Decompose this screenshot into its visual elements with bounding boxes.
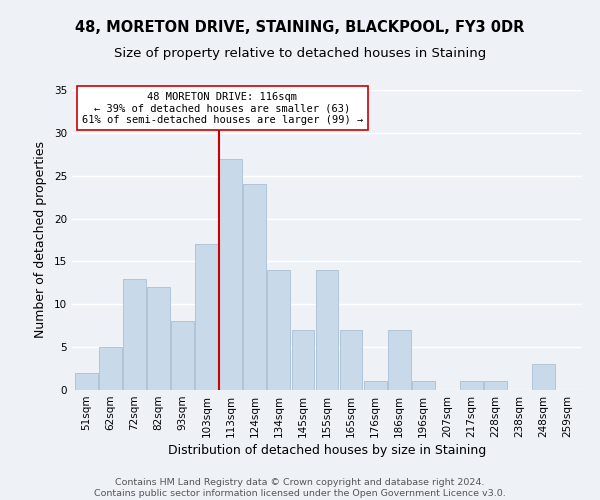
Bar [220,158,242,390]
Bar [123,278,146,390]
Text: Size of property relative to detached houses in Staining: Size of property relative to detached ho… [114,48,486,60]
Bar [340,330,362,390]
Bar [460,382,483,390]
Bar [244,184,266,390]
X-axis label: Distribution of detached houses by size in Staining: Distribution of detached houses by size … [168,444,486,457]
Bar [195,244,218,390]
Text: 48, MORETON DRIVE, STAINING, BLACKPOOL, FY3 0DR: 48, MORETON DRIVE, STAINING, BLACKPOOL, … [76,20,524,35]
Bar [171,322,194,390]
Y-axis label: Number of detached properties: Number of detached properties [34,142,47,338]
Bar [292,330,314,390]
Text: 48 MORETON DRIVE: 116sqm
← 39% of detached houses are smaller (63)
61% of semi-d: 48 MORETON DRIVE: 116sqm ← 39% of detach… [82,92,363,124]
Bar [316,270,338,390]
Bar [364,382,386,390]
Bar [147,287,170,390]
Bar [532,364,555,390]
Bar [388,330,410,390]
Bar [75,373,98,390]
Text: Contains HM Land Registry data © Crown copyright and database right 2024.
Contai: Contains HM Land Registry data © Crown c… [94,478,506,498]
Bar [99,347,122,390]
Bar [268,270,290,390]
Bar [484,382,507,390]
Bar [412,382,434,390]
